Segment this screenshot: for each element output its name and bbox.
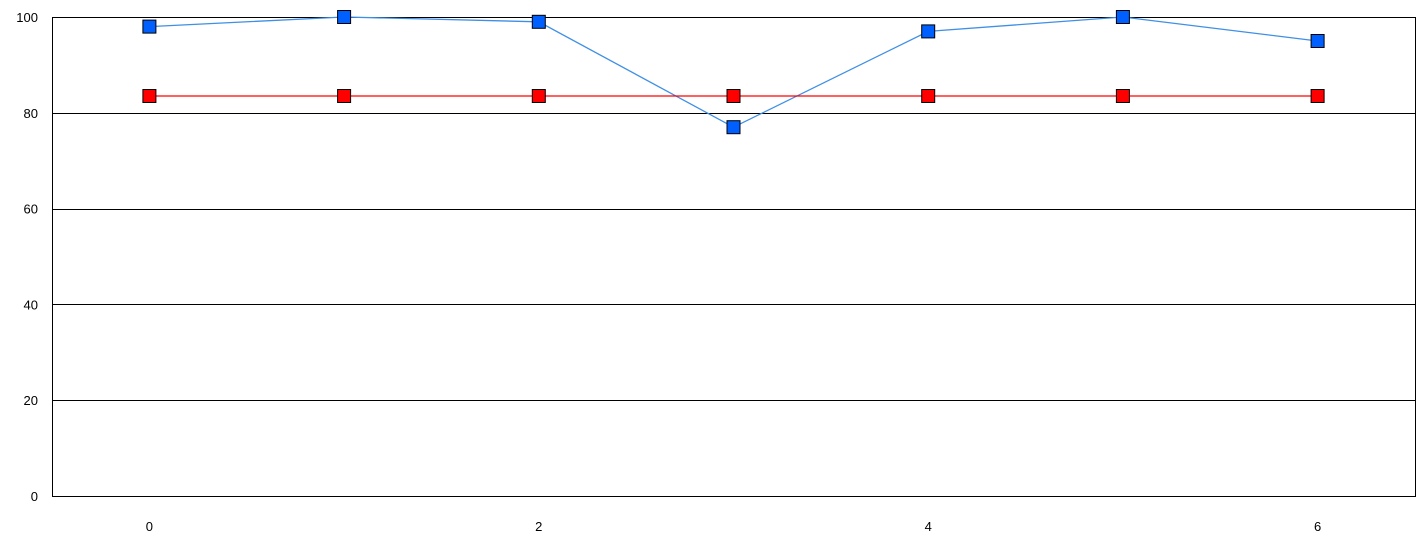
y-tick-label: 40 — [24, 297, 38, 312]
y-tick-label: 100 — [16, 10, 38, 25]
series-1-marker — [921, 24, 936, 39]
series-1-marker — [726, 120, 741, 135]
plot-area-frame — [52, 17, 1416, 497]
y-tick-label: 80 — [24, 106, 38, 121]
series-1-marker — [337, 10, 352, 24]
series-2-marker — [142, 89, 157, 103]
series-1-marker — [142, 19, 157, 34]
y-tick-label: 60 — [24, 202, 38, 217]
series-2-marker — [1310, 89, 1325, 103]
x-tick-label: 4 — [925, 519, 932, 534]
series-2-marker — [1115, 89, 1130, 103]
series-markers — [142, 10, 1325, 135]
x-tick-label: 2 — [535, 519, 542, 534]
series-lines — [149, 16, 1318, 128]
series-2-marker — [726, 89, 741, 103]
y-axis-tick-labels: 0 20 40 60 80 100 — [16, 10, 38, 504]
series-1-marker — [531, 14, 546, 29]
series-2-marker — [921, 89, 936, 103]
x-axis-tick-labels: 0 2 4 6 — [146, 519, 1322, 534]
grid-lines — [52, 113, 1415, 401]
x-tick-label: 6 — [1314, 519, 1321, 534]
series-2-marker — [337, 89, 352, 103]
series-1-line — [149, 16, 1318, 128]
series-2-marker — [531, 89, 546, 103]
y-tick-label: 0 — [31, 489, 38, 504]
x-tick-label: 0 — [146, 519, 153, 534]
series-1-marker — [1310, 34, 1325, 48]
series-1-marker — [1115, 10, 1130, 24]
y-tick-label: 20 — [24, 393, 38, 408]
